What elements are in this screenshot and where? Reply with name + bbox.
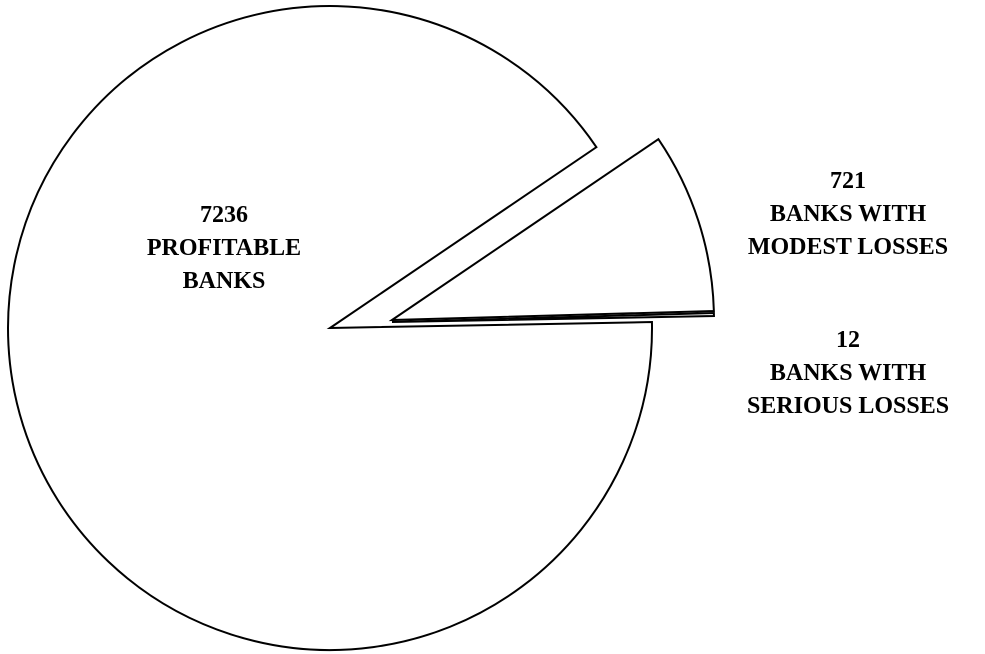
slice-value-modest-losses: 721 xyxy=(830,168,866,194)
slice-label-modest-losses: 721 BANKS WITH MODEST LOSSES xyxy=(748,165,948,264)
slice-label-serious-losses: 12 BANKS WITH SERIOUS LOSSES xyxy=(747,324,949,423)
slice-name-line-1: BANKS WITH xyxy=(769,360,927,386)
pie-slice-profitable-banks xyxy=(7,5,653,651)
slice-name-line-1: BANKS WITH xyxy=(769,201,927,227)
slice-label-profitable-banks: 7236 PROFITABLE BANKS xyxy=(147,199,301,298)
slice-name-line-1: PROFITABLE xyxy=(146,235,302,261)
slice-value-profitable-banks: 7236 xyxy=(200,202,248,228)
slice-value-serious-losses: 12 xyxy=(835,327,860,353)
slice-name-line-2: SERIOUS LOSSES xyxy=(746,393,950,419)
pie-slice-modest-losses xyxy=(388,137,715,322)
slice-name-line-2: MODEST LOSSES xyxy=(747,234,949,260)
slice-name-line-2: BANKS xyxy=(182,268,266,294)
pie-slice-serious-losses xyxy=(391,311,715,323)
